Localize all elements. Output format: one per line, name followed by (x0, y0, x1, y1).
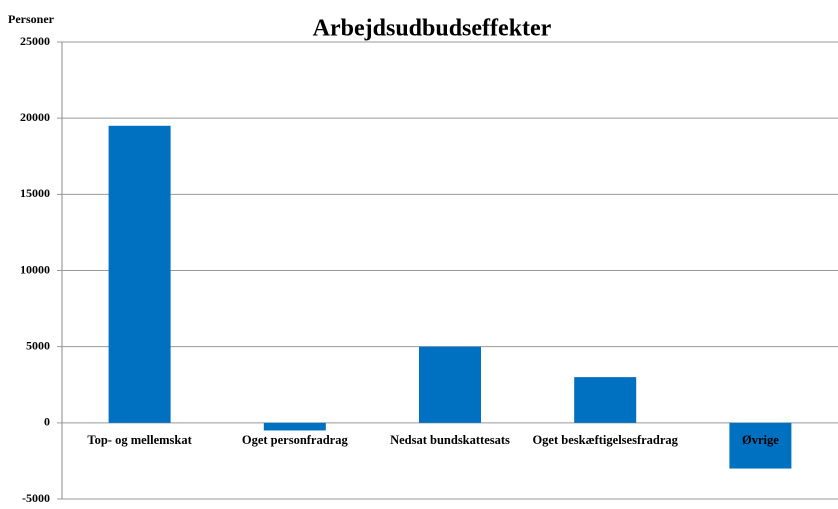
y-tick-label: -5000 (22, 491, 50, 505)
x-tick-label: Top- og mellemskat (87, 432, 192, 447)
chart-title: Arbejdsudbudseffekter (313, 16, 552, 42)
bar (574, 377, 637, 423)
y-axis-label: Personer (8, 12, 55, 26)
bar (108, 125, 171, 423)
bar (729, 422, 792, 469)
x-tick-label: Oget personfradrag (241, 432, 348, 447)
bar (419, 346, 481, 423)
y-tick-label: 15000 (20, 186, 50, 200)
y-tick-label: 10000 (20, 262, 50, 276)
y-tick-label: 0 (44, 415, 50, 429)
x-tick-label: Nedsat bundskattesats (390, 432, 510, 447)
x-tick-label: Oget beskæftigelsesfradrag (532, 432, 678, 447)
y-tick-label: 5000 (26, 338, 50, 352)
y-tick-label: 25000 (20, 34, 50, 48)
bar (263, 422, 326, 431)
x-tick-label: Øvrige (741, 432, 779, 447)
y-tick-label: 20000 (20, 110, 50, 124)
